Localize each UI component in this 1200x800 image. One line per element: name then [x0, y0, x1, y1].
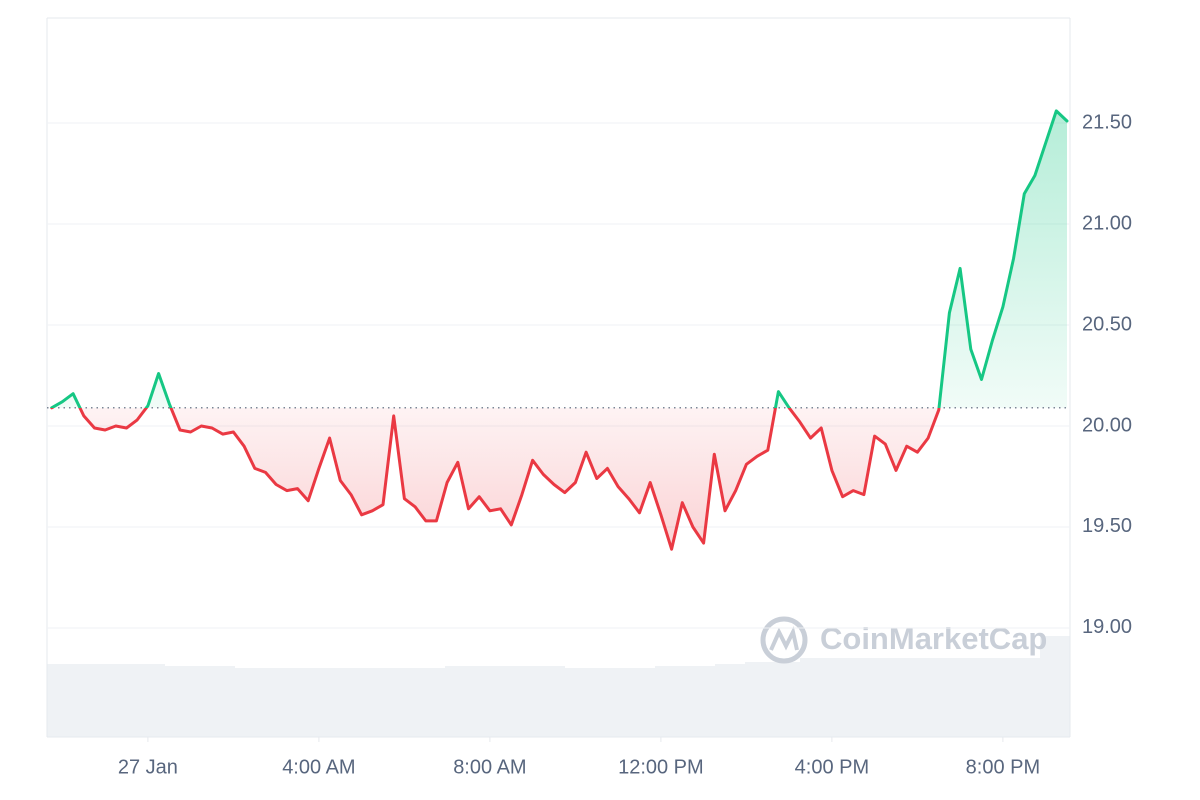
volume-band: [47, 636, 1070, 737]
watermark: CoinMarketCap: [760, 616, 1047, 664]
y-tick-label: 19.50: [1082, 515, 1132, 537]
x-tick-label: 27 Jan: [118, 756, 178, 778]
x-tick-label: 4:00 PM: [795, 756, 869, 778]
plot-area: [47, 18, 1070, 737]
watermark-logo: [760, 616, 808, 664]
x-tick-label: 8:00 AM: [453, 756, 526, 778]
y-tick-label: 20.00: [1082, 414, 1132, 436]
y-tick-label: 21.00: [1082, 212, 1132, 234]
y-tick-label: 21.50: [1082, 111, 1132, 133]
price-line: [50, 109, 1069, 551]
area-fill: [51, 110, 1067, 550]
x-tick-label: 4:00 AM: [282, 756, 355, 778]
x-tick-label: 8:00 PM: [966, 756, 1040, 778]
watermark-logo-mark: [769, 626, 799, 651]
y-tick-label: 19.00: [1082, 616, 1132, 638]
x-tick-label: 12:00 PM: [618, 756, 704, 778]
watermark-text: CoinMarketCap: [820, 621, 1047, 656]
y-tick-label: 20.50: [1082, 313, 1132, 335]
